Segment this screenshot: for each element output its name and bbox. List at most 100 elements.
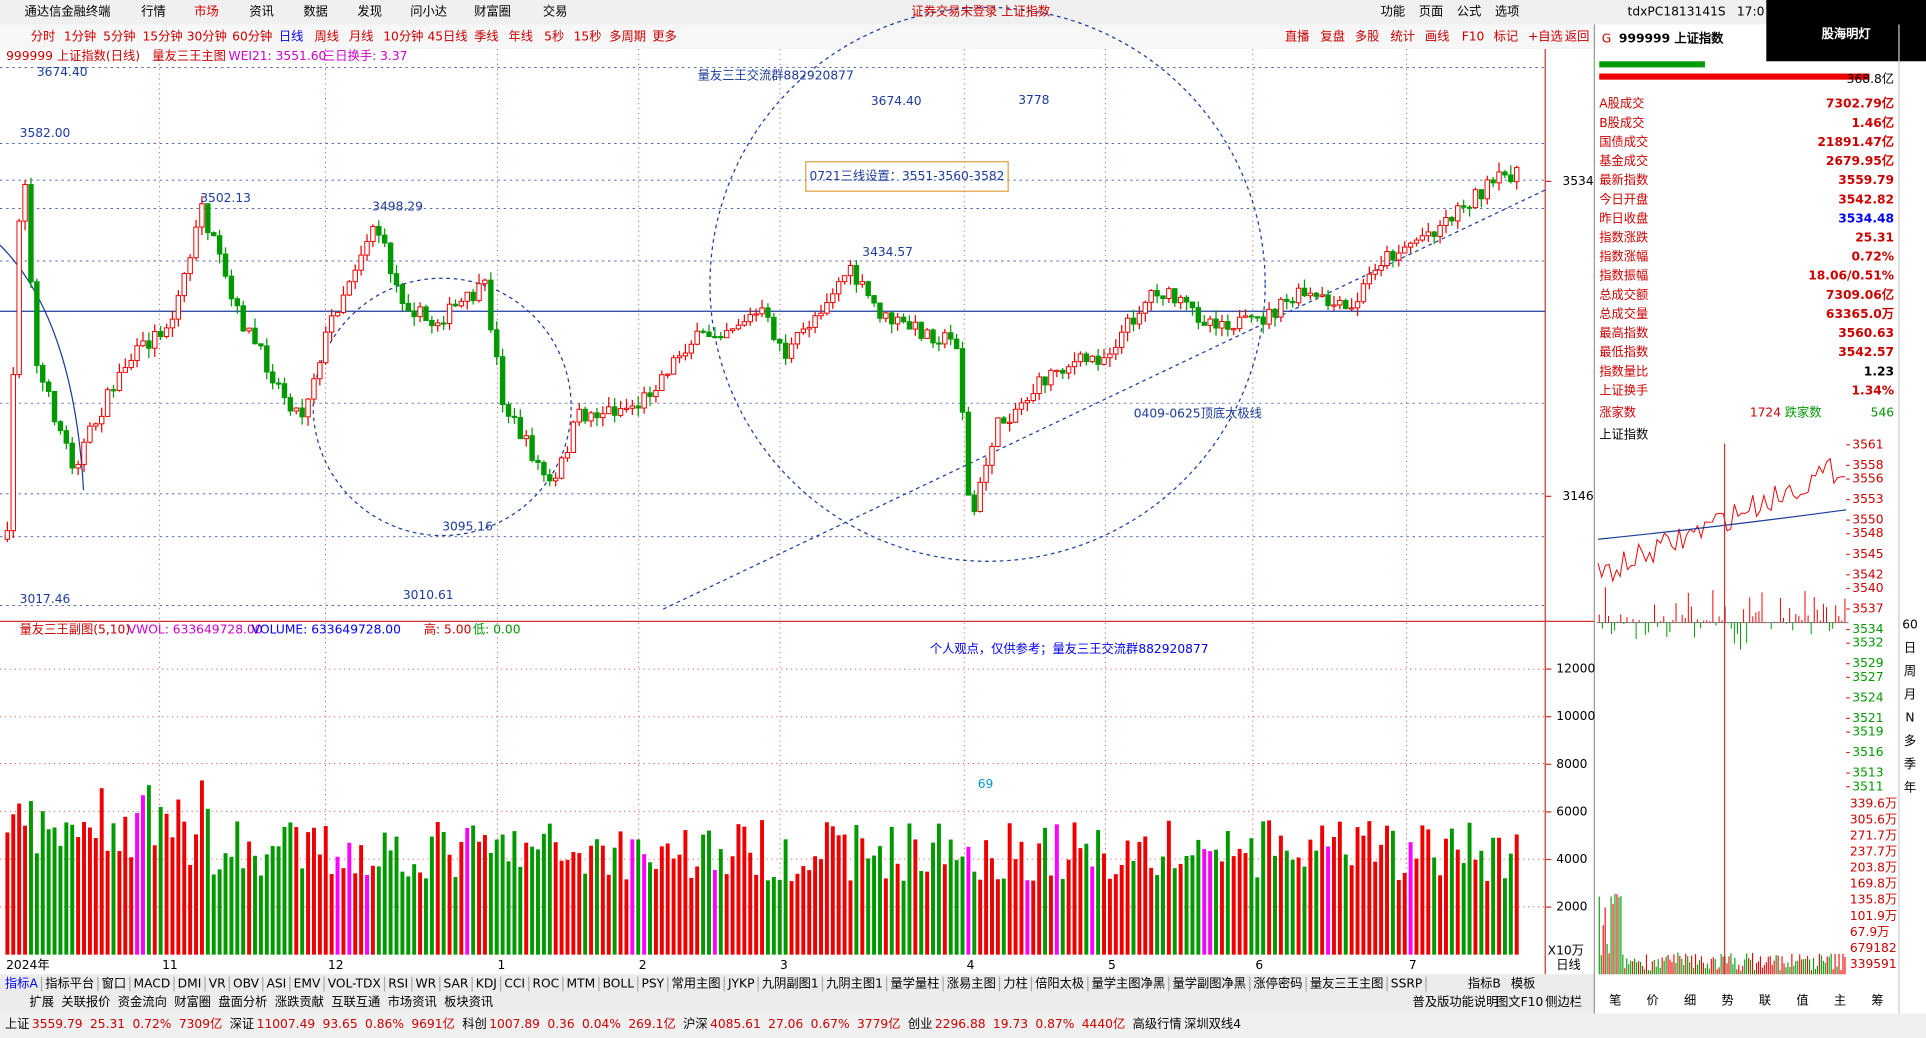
period-tab[interactable]: 年线 <box>509 29 534 43</box>
panel-tab[interactable]: 价 <box>1647 994 1659 1008</box>
indicator-tab[interactable]: OBV <box>233 977 260 991</box>
indicator-tab[interactable]: MACD <box>134 977 171 991</box>
panel-tab[interactable]: 细 <box>1684 994 1696 1008</box>
indicator-tab[interactable]: SSRP <box>1391 977 1422 991</box>
period-tab[interactable]: 季线 <box>474 29 499 43</box>
indicator-tab[interactable]: 指标A <box>5 976 39 991</box>
period-tab[interactable]: 分时 <box>31 29 56 43</box>
side-tab[interactable]: 多 <box>1904 734 1916 748</box>
function-tab[interactable]: 市场资讯 <box>388 994 437 1009</box>
side-tab[interactable]: 年 <box>1904 781 1916 795</box>
side-tab[interactable]: 60 <box>1902 618 1918 632</box>
indicator-tab[interactable]: PSY <box>641 977 664 991</box>
indicator-tab[interactable]: DMI <box>178 977 202 991</box>
tool-button[interactable]: +自选 <box>1528 29 1563 43</box>
indicator-tab[interactable]: JYKP <box>727 977 755 991</box>
indicator-tab[interactable]: CCI <box>504 977 525 991</box>
period-tab[interactable]: 月线 <box>349 29 374 43</box>
menu-item[interactable]: 问小达 <box>410 5 447 19</box>
tool-button[interactable]: 多股 <box>1355 29 1380 43</box>
side-tab[interactable]: 季 <box>1904 757 1916 771</box>
indicator-tab[interactable]: 九阴副图1 <box>762 976 819 991</box>
period-tab[interactable]: 周线 <box>314 29 339 43</box>
menu-item[interactable]: 交易 <box>543 4 568 19</box>
panel-tab[interactable]: 势 <box>1721 994 1733 1008</box>
period-tab[interactable]: 日线 <box>279 29 304 43</box>
indicator-tab[interactable]: 量学副图净黑 <box>1172 976 1246 991</box>
period-tab[interactable]: 1分钟 <box>64 28 96 43</box>
tool-button[interactable]: 统计 <box>1390 29 1415 43</box>
period-tab[interactable]: 30分钟 <box>187 28 227 43</box>
period-tab[interactable]: 15秒 <box>574 29 602 43</box>
indicator-tab[interactable]: 指标B <box>1468 976 1501 991</box>
indicator-tab[interactable]: 涨停密码 <box>1253 976 1302 991</box>
period-tab[interactable]: 5分钟 <box>103 28 135 43</box>
indicator-tab[interactable]: 指标平台 <box>45 976 94 991</box>
function-tab[interactable]: 资金流向 <box>118 994 167 1009</box>
indicator-tab[interactable]: 模板 <box>1511 977 1536 991</box>
indicator-tab[interactable]: ROC <box>532 977 559 991</box>
function-tab[interactable]: 盘面分析 <box>218 994 267 1009</box>
menu-item[interactable]: 市场 <box>194 4 219 19</box>
indicator-tab[interactable]: MTM <box>567 977 596 991</box>
menu-item[interactable]: 选项 <box>1495 5 1520 19</box>
indicator-tab[interactable]: 量友三王主图 <box>1310 977 1384 991</box>
indicator-tab[interactable]: WR <box>416 977 437 991</box>
tool-button[interactable]: 返回 <box>1565 29 1590 43</box>
indicator-tab[interactable]: VOL-TDX <box>328 977 382 991</box>
tool-button[interactable]: 复盘 <box>1320 28 1345 43</box>
side-tab[interactable]: 周 <box>1904 664 1916 678</box>
side-tab[interactable]: N <box>1905 711 1914 725</box>
menu-item[interactable]: 资讯 <box>249 5 274 19</box>
indicator-tab[interactable]: RSI <box>388 977 408 991</box>
menu-item[interactable]: 发现 <box>357 4 382 19</box>
tool-button[interactable]: 画线 <box>1425 29 1450 43</box>
side-tab[interactable]: 月 <box>1904 687 1916 701</box>
function-tab[interactable]: 普及版功能说明 <box>1413 994 1499 1009</box>
menu-item[interactable]: 公式 <box>1457 5 1482 19</box>
period-tab[interactable]: 更多 <box>652 29 677 43</box>
indicator-tab[interactable]: EMV <box>294 977 321 991</box>
period-tab[interactable]: 多周期 <box>609 29 646 43</box>
function-tab[interactable]: 财富圈 <box>174 994 211 1009</box>
indicator-tab[interactable]: KDJ <box>476 977 497 991</box>
menu-item[interactable]: 行情 <box>141 5 166 19</box>
function-tab[interactable]: 板块资讯 <box>444 995 493 1009</box>
period-tab[interactable]: 45日线 <box>427 29 467 43</box>
panel-tab[interactable]: 主 <box>1834 994 1846 1008</box>
indicator-tab[interactable]: 力柱 <box>1003 976 1028 991</box>
period-tab[interactable]: 15分钟 <box>142 28 182 43</box>
indicator-tab[interactable]: VR <box>209 977 226 991</box>
period-tab[interactable]: 60分钟 <box>232 28 272 43</box>
function-tab[interactable]: 关联报价 <box>61 994 110 1009</box>
function-tab[interactable]: 涨跌贡献 <box>275 994 324 1009</box>
panel-tab[interactable]: 筹 <box>1871 994 1883 1008</box>
menu-item[interactable]: 数据 <box>303 4 328 19</box>
panel-tab[interactable]: 笔 <box>1609 993 1621 1008</box>
indicator-tab[interactable]: 量学量柱 <box>890 976 939 991</box>
period-tab[interactable]: 10分钟 <box>383 28 423 43</box>
menu-item[interactable]: 功能 <box>1381 5 1406 19</box>
indicator-tab[interactable]: ASI <box>266 977 286 991</box>
indicator-tab[interactable]: 九阴主图1 <box>826 977 883 991</box>
indicator-tab[interactable]: SAR <box>444 977 469 991</box>
function-tab[interactable]: 图文F10 <box>1496 994 1543 1009</box>
indicator-tab[interactable]: 量学主图净黑 <box>1092 976 1166 991</box>
function-tab[interactable]: 扩展 <box>29 995 54 1009</box>
side-tab[interactable]: 日 <box>1904 641 1916 655</box>
indicator-tab[interactable]: 窗口 <box>102 977 127 991</box>
function-tab[interactable]: 侧边栏 <box>1545 994 1582 1009</box>
panel-tab[interactable]: 联 <box>1759 994 1771 1008</box>
tool-button[interactable]: 直播 <box>1285 29 1310 43</box>
tool-button[interactable]: 标记 <box>1494 29 1519 43</box>
panel-tab[interactable]: 值 <box>1796 993 1808 1008</box>
indicator-tab[interactable]: 常用主图 <box>672 977 721 991</box>
menu-item[interactable]: 财富圈 <box>474 4 511 19</box>
indicator-tab[interactable]: BOLL <box>603 977 635 991</box>
indicator-tab[interactable]: 涨易主图 <box>947 976 996 991</box>
indicator-tab[interactable]: 倍阳太极 <box>1035 976 1084 991</box>
menu-item[interactable]: 页面 <box>1419 5 1444 19</box>
tool-button[interactable]: F10 <box>1462 29 1485 43</box>
period-tab[interactable]: 5秒 <box>544 29 564 43</box>
function-tab[interactable]: 互联互通 <box>331 995 380 1009</box>
